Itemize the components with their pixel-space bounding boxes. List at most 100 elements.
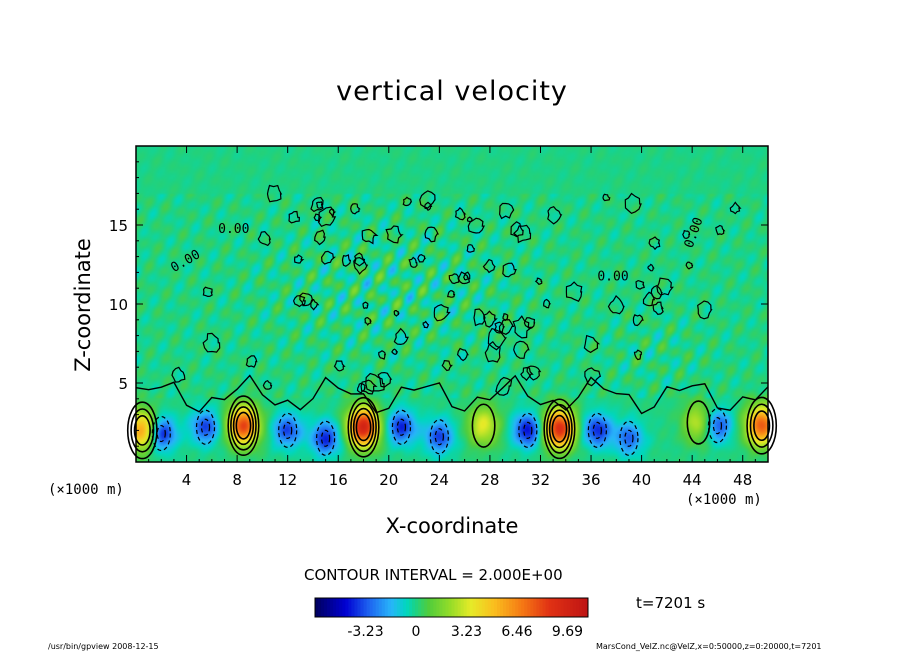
- downdraft-contour: [619, 420, 639, 456]
- turbulence-contour: [314, 229, 326, 246]
- turbulence-contour: [391, 348, 399, 355]
- turbulence-contour: [441, 360, 453, 372]
- turbulence-contour: [171, 366, 186, 383]
- colorbar-cell: [527, 598, 531, 617]
- turbulence-contour: [350, 203, 361, 215]
- turbulence-contour: [512, 224, 532, 244]
- updraft-contour: [746, 396, 778, 455]
- updraft-contour: [232, 406, 255, 446]
- x-axis-label: X-coordinate: [385, 514, 519, 538]
- colorbar-cell: [406, 598, 410, 617]
- colorbar-cell: [454, 598, 459, 617]
- colorbar-cell: [481, 598, 486, 617]
- colorbar-cell: [354, 598, 358, 617]
- colorbar-cell: [360, 598, 365, 617]
- colorbar-cell: [442, 598, 446, 617]
- colorbar-cell: [493, 598, 498, 617]
- turbulence-contour: [729, 201, 742, 215]
- colorbar-cell: [433, 598, 437, 617]
- x-tick-label: 20: [379, 471, 398, 489]
- colorbar-tick-label: -3.23: [347, 624, 383, 640]
- colorbar-cell: [366, 598, 371, 617]
- turbulence-contour: [360, 379, 378, 395]
- colorbar-cell: [375, 598, 380, 617]
- turbulence-contour: [463, 273, 469, 281]
- colorbar-tick-label: 3.23: [451, 624, 482, 640]
- colorbar-cell: [521, 598, 525, 617]
- x-tick-label: 8: [232, 471, 242, 489]
- turbulence-contour: [635, 279, 645, 290]
- colorbar-cell: [557, 598, 562, 617]
- turbulence-contour: [393, 310, 400, 317]
- downdraft-contour: [707, 408, 728, 444]
- colorbar-cell: [393, 598, 398, 617]
- colorbar-cell: [421, 598, 425, 617]
- turbulence-contour: [262, 379, 273, 390]
- downdraft-contour: [429, 419, 449, 455]
- colorbar-cell: [575, 598, 580, 617]
- turbulence-contour: [682, 229, 691, 240]
- chart-title: vertical velocity: [336, 76, 568, 107]
- colorbar-cell: [539, 598, 543, 617]
- y-tick-label: 10: [109, 296, 128, 314]
- colorbar-cell: [512, 598, 516, 617]
- colorbar-cell: [560, 598, 565, 617]
- turbulence-contour: [510, 221, 524, 238]
- turbulence-contour: [526, 365, 542, 381]
- turbulence-contour: [498, 319, 515, 335]
- turbulence-contour: [424, 201, 433, 211]
- turbulence-contour: [408, 256, 418, 268]
- y-tick-label: 15: [109, 217, 128, 235]
- updraft-contour: [126, 401, 158, 460]
- y-tick-label: 5: [118, 375, 128, 393]
- turbulence-contour: [310, 196, 324, 213]
- colorbar-cell: [318, 598, 322, 617]
- downdraft-contour: [396, 418, 407, 436]
- colorbar-cell: [569, 598, 574, 617]
- colorbar-cell: [409, 598, 413, 617]
- colorbar-cell: [457, 598, 462, 617]
- colorbar-cell: [424, 598, 428, 617]
- turbulence-contour: [498, 202, 515, 220]
- colorbar-cell: [321, 598, 325, 617]
- turbulence-contour: [715, 224, 726, 236]
- downdraft-contour: [156, 424, 166, 443]
- contour-label: 0.00: [218, 222, 249, 237]
- turbulence-contour: [482, 258, 496, 274]
- turbulence-contour: [483, 310, 498, 328]
- turbulence-contour: [393, 327, 409, 346]
- turbulence-contour: [648, 236, 661, 251]
- colorbar-cell: [484, 598, 489, 617]
- colorbar-cell: [415, 598, 419, 617]
- colorbar-cell: [412, 598, 416, 617]
- colorbar-cell: [578, 598, 583, 617]
- x-unit-label-left: (×1000 m): [48, 482, 124, 498]
- downdraft-contour: [523, 421, 533, 439]
- colorbar-cell: [333, 598, 337, 617]
- turbulence-contour: [422, 320, 430, 329]
- zero-contour-line: [135, 374, 769, 415]
- turbulence-contour: [602, 193, 611, 202]
- velocity-field: [136, 146, 768, 462]
- turbulence-contour: [293, 254, 305, 264]
- colorbar-cell: [381, 598, 386, 617]
- x-tick-label: 16: [329, 471, 348, 489]
- downdraft-contour: [712, 417, 723, 435]
- colorbar-cell: [339, 598, 343, 617]
- turbulence-contour: [473, 308, 486, 327]
- turbulence-contour: [467, 217, 485, 234]
- turbulence-contour: [333, 360, 346, 372]
- updraft-contour: [543, 398, 576, 460]
- turbulence-contour: [466, 244, 476, 253]
- colorbar-tick-label: 6.46: [501, 624, 532, 640]
- turbulence-contour: [433, 304, 451, 322]
- turbulence-contour: [341, 254, 352, 267]
- turbulence-contour: [313, 213, 323, 223]
- turbulence-contour: [512, 315, 534, 339]
- colorbar-cell: [445, 598, 449, 617]
- colorbar-cell: [542, 598, 547, 617]
- colorbar-cell: [436, 598, 440, 617]
- downdraft-contour: [316, 420, 336, 456]
- colorbar-cell: [533, 598, 537, 617]
- turbulence-contour: [624, 192, 642, 214]
